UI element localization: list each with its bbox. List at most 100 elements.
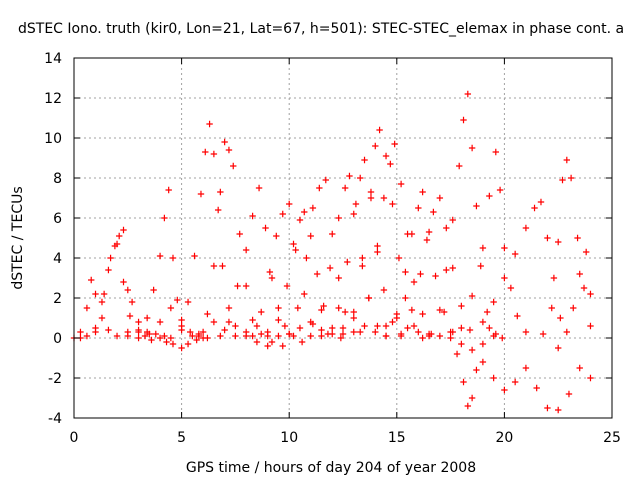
data-point <box>169 340 177 348</box>
data-point <box>374 242 381 250</box>
data-point <box>393 310 400 318</box>
data-point <box>522 328 530 336</box>
data-point <box>217 188 224 196</box>
data-point <box>266 268 274 276</box>
data-point <box>292 246 299 254</box>
data-point <box>105 266 112 274</box>
y-tick-label: 4 <box>53 251 62 267</box>
data-point <box>232 332 239 340</box>
data-point <box>187 328 194 336</box>
data-point <box>195 330 203 338</box>
data-point <box>219 262 226 270</box>
data-point <box>275 304 282 312</box>
data-point <box>98 298 106 306</box>
data-point <box>107 254 114 262</box>
data-point <box>150 286 157 294</box>
data-point <box>501 274 508 282</box>
data-point <box>290 240 297 248</box>
y-tick-label: -4 <box>48 411 62 427</box>
data-point <box>322 176 329 184</box>
data-point <box>83 304 91 312</box>
data-point <box>313 270 321 278</box>
data-point <box>120 278 127 286</box>
data-point <box>374 322 381 330</box>
data-point <box>204 334 211 342</box>
data-point <box>105 326 112 334</box>
series-20 <box>479 198 564 326</box>
data-point <box>199 328 207 336</box>
data-point <box>294 304 302 312</box>
data-point <box>307 232 314 240</box>
data-point <box>303 254 310 262</box>
data-point <box>242 332 250 340</box>
data-point <box>350 314 357 322</box>
series-15 <box>382 188 456 340</box>
data-point <box>339 324 347 332</box>
data-point <box>128 298 136 306</box>
data-point <box>148 336 155 344</box>
data-point <box>167 304 175 312</box>
data-point <box>92 328 99 336</box>
data-point <box>563 328 571 336</box>
data-point <box>511 378 519 386</box>
data-point <box>468 346 476 354</box>
data-point <box>309 204 317 212</box>
data-point <box>169 254 177 262</box>
data-point <box>178 326 185 334</box>
data-point <box>156 334 164 342</box>
data-point <box>458 324 465 332</box>
data-point <box>298 338 306 346</box>
data-point <box>178 344 185 352</box>
data-point <box>389 318 396 326</box>
data-point <box>548 304 555 312</box>
data-point <box>346 172 353 180</box>
data-point <box>574 234 581 242</box>
data-point <box>264 332 271 340</box>
data-point <box>88 276 95 284</box>
data-point <box>124 286 131 294</box>
data-point <box>486 192 493 200</box>
data-point <box>582 248 590 256</box>
data-point <box>361 156 368 164</box>
data-point <box>415 328 422 336</box>
data-point <box>249 332 256 340</box>
data-point <box>436 194 444 202</box>
data-point <box>499 334 506 342</box>
data-point <box>397 180 405 188</box>
data-point <box>410 278 418 286</box>
data-point <box>458 340 465 348</box>
data-point <box>408 230 416 238</box>
data-point <box>430 208 437 216</box>
data-point <box>232 322 239 330</box>
data-point <box>156 252 164 260</box>
data-point <box>449 264 456 272</box>
data-point <box>447 334 454 342</box>
data-point <box>324 330 332 338</box>
x-axis-label: GPS time / hours of day 204 of year 2008 <box>186 460 476 476</box>
data-point <box>268 338 276 346</box>
data-point <box>440 308 448 316</box>
y-tick-label: 12 <box>44 91 62 107</box>
data-point <box>210 318 218 326</box>
data-point <box>275 316 282 324</box>
data-point <box>283 282 291 290</box>
series-16 <box>397 194 474 338</box>
data-point <box>316 184 323 192</box>
data-point <box>230 162 237 170</box>
series-1 <box>70 276 594 414</box>
data-point <box>357 328 364 336</box>
series-10 <box>286 176 357 338</box>
data-point <box>163 338 170 346</box>
data-point <box>161 332 168 340</box>
data-point <box>178 316 185 324</box>
data-point <box>253 322 261 330</box>
data-point <box>357 174 364 182</box>
data-point <box>290 332 297 340</box>
chart-title: dSTEC Iono. truth (kir0, Lon=21, Lat=67,… <box>18 21 624 37</box>
data-point <box>501 386 508 394</box>
data-point <box>98 314 106 322</box>
data-point <box>174 296 181 304</box>
data-point <box>402 268 409 276</box>
data-point <box>468 394 476 402</box>
data-point <box>217 332 224 340</box>
